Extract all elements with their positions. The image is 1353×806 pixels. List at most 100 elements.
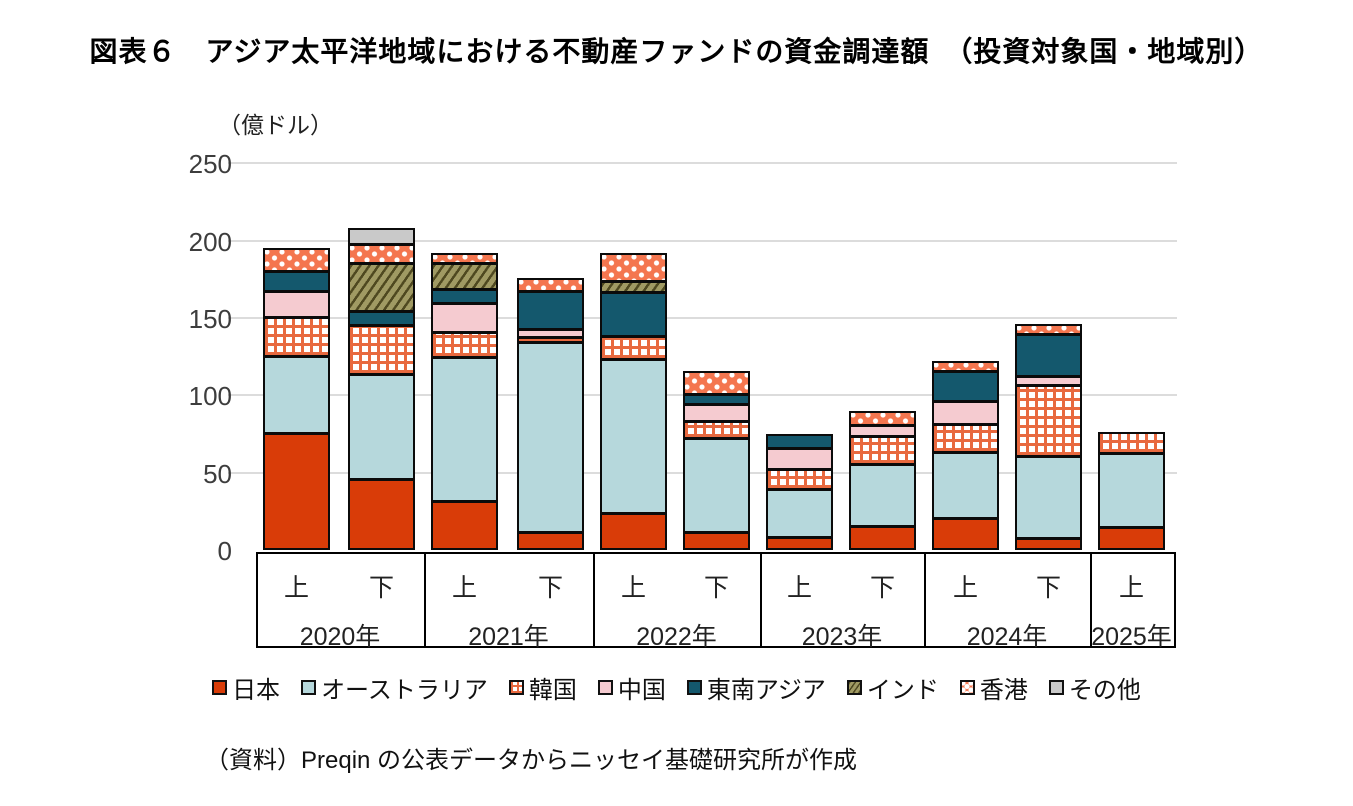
segment-韓国-2022年上 [600,336,667,360]
segment-香港-2020年下 [348,245,415,264]
segment-日本-2023年下 [849,526,916,550]
segment-その他-2020年下 [348,228,415,246]
segment-インド-2020年下 [348,263,415,312]
legend-swatch-韓国 [508,680,524,695]
segment-日本-2020年上 [263,433,330,550]
segment-オーストラリア-2025年上 [1098,454,1165,529]
legend-item-オーストラリア: オーストラリア [301,670,488,705]
legend-label-中国: 中国 [617,677,666,704]
legend-swatch-オーストラリア [301,680,317,695]
segment-中国-2023年下 [849,426,916,438]
segment-香港-2024年上 [932,361,999,373]
legend-item-その他: その他 [1048,670,1141,705]
segment-東南アジア-2022年下 [683,395,750,405]
year-label-2020年: 2020年 [299,623,381,651]
half-label-2020年-下: 下 [368,574,394,602]
segment-韓国-2021年下 [517,338,584,343]
x-axis-group-box-2022年 [593,552,763,648]
segment-韓国-2021年上 [431,333,498,359]
segment-香港-2022年下 [683,370,750,396]
legend-label-オーストラリア: オーストラリア [321,677,488,704]
legend-label-韓国: 韓国 [528,677,577,704]
y-tick-label-50: 50 [203,458,232,489]
legend-item-インド: インド [846,670,939,705]
half-label-2023年-下: 下 [869,574,895,602]
segment-オーストラリア-2020年上 [263,356,330,434]
legend-label-日本: 日本 [232,677,281,704]
legend-label-インド: インド [866,677,939,704]
segment-中国-2020年上 [263,291,330,318]
stacked-bar-2022年下 [683,370,750,550]
half-label-2024年-下: 下 [1035,574,1061,602]
half-label-2021年-上: 上 [451,574,477,602]
segment-オーストラリア-2022年上 [600,359,667,515]
segment-韓国-2020年上 [263,318,330,357]
year-label-2021年: 2021年 [468,623,549,651]
segment-オーストラリア-2024年下 [1015,457,1082,540]
source-note: （資料）Preqin の公表データからニッセイ基礎研究所が作成 [205,747,858,774]
year-label-2022年: 2022年 [636,623,717,651]
segment-東南アジア-2022年上 [600,293,667,337]
x-axis-group-box-2025年 [1090,552,1176,648]
segment-オーストラリア-2022年下 [683,438,750,533]
segment-中国-2022年下 [683,404,750,422]
segment-オーストラリア-2023年上 [766,489,833,538]
year-label-2025年: 2025年 [1091,623,1172,651]
stacked-bar-2025年上 [1098,432,1165,550]
segment-東南アジア-2023年上 [766,434,833,450]
segment-日本-2020年下 [348,480,415,550]
stacked-bar-2022年上 [600,253,667,550]
x-axis-group-box-2023年 [760,552,927,648]
segment-中国-2024年上 [932,401,999,425]
segment-中国-2024年下 [1015,376,1082,387]
half-label-2022年-上: 上 [620,574,646,602]
legend-item-東南アジア: 東南アジア [686,670,826,705]
segment-オーストラリア-2020年下 [348,375,415,481]
segment-香港-2020年上 [263,248,330,272]
legend-swatch-中国 [597,680,613,695]
stacked-bar-2023年下 [849,410,916,550]
year-label-2023年: 2023年 [801,623,883,651]
half-label-2020年-上: 上 [283,574,309,602]
segment-中国-2021年上 [431,304,498,334]
stacked-bar-2021年下 [517,277,584,550]
segment-韓国-2025年上 [1098,432,1165,455]
x-axis-group-box-2021年 [424,552,596,648]
y-tick-label-100: 100 [188,381,232,412]
legend-swatch-香港 [959,680,975,695]
segment-韓国-2024年上 [932,424,999,453]
stacked-bar-2021年上 [431,253,498,550]
segment-日本-2023年上 [766,537,833,550]
legend-swatch-日本 [212,680,228,695]
stacked-bar-2024年上 [932,361,999,550]
stacked-bar-2020年下 [348,228,415,550]
segment-中国-2023年上 [766,449,833,470]
legend-label-東南アジア: 東南アジア [706,677,826,704]
legend-item-香港: 香港 [959,670,1028,705]
gridline-150 [228,317,1177,320]
segment-香港-2022年上 [600,253,667,283]
segment-香港-2023年下 [849,410,916,427]
segment-オーストラリア-2021年下 [517,342,584,533]
segment-日本-2021年上 [431,502,498,550]
segment-東南アジア-2024年上 [932,372,999,402]
y-tick-label-250: 250 [188,149,232,180]
segment-香港-2021年下 [517,277,584,292]
y-tick-label-0: 0 [217,536,232,566]
segment-日本-2024年上 [932,519,999,550]
x-axis-group-box-2020年 [256,552,427,648]
segment-東南アジア-2021年下 [517,291,584,331]
half-label-2025年-上: 上 [1118,574,1144,602]
segment-韓国-2022年下 [683,421,750,439]
segment-インド-2022年上 [600,282,667,294]
half-label-2024年-上: 上 [952,574,978,602]
y-tick-label-150: 150 [188,304,232,335]
segment-香港-2024年下 [1015,324,1082,336]
legend: 日本 オーストラリア 韓国 中国 東南アジア インド 香港 その他 [0,670,1353,705]
legend-swatch-インド [846,680,862,695]
segment-オーストラリア-2024年上 [932,452,999,520]
segment-日本-2025年上 [1098,528,1165,550]
segment-日本-2022年下 [683,532,750,550]
segment-インド-2021年上 [431,263,498,291]
